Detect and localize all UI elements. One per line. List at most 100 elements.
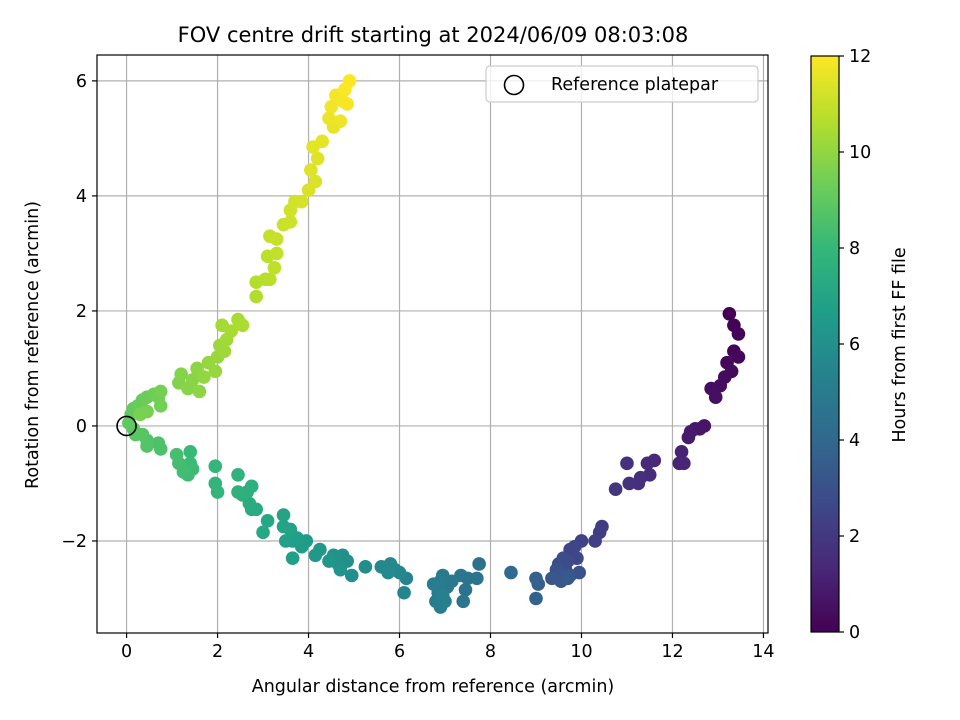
- data-point: [260, 514, 275, 528]
- data-point: [231, 485, 245, 499]
- colorbar-gradient: [811, 56, 839, 632]
- data-point: [435, 588, 450, 603]
- data-point: [276, 519, 291, 534]
- data-point: [504, 565, 518, 580]
- data-point: [235, 318, 250, 333]
- data-point: [185, 373, 200, 387]
- data-point: [731, 350, 746, 364]
- data-point: [458, 583, 473, 597]
- data-point: [708, 390, 723, 404]
- data-point: [456, 594, 471, 609]
- data-point: [322, 111, 336, 126]
- data-point: [531, 577, 546, 591]
- plot-background: [97, 55, 768, 633]
- data-point: [169, 447, 184, 462]
- legend: Reference platepar: [485, 65, 759, 103]
- data-point: [285, 551, 300, 566]
- colorbar-tick-label: 2: [849, 527, 860, 547]
- data-point: [677, 456, 691, 471]
- data-point: [588, 534, 602, 548]
- data-point: [472, 557, 486, 571]
- data-point: [381, 565, 395, 580]
- legend-entry-reference: Reference platepar: [551, 75, 719, 95]
- colorbar-tick-label: 6: [849, 335, 860, 355]
- reference-marker: [116, 415, 137, 437]
- data-point: [283, 214, 298, 229]
- colorbar-label: Hours from first FF file: [890, 247, 910, 442]
- data-point: [256, 525, 270, 540]
- y-tick-label: −2: [61, 532, 87, 552]
- data-point: [210, 485, 225, 499]
- data-point: [197, 370, 211, 384]
- data-point: [344, 568, 359, 583]
- colorbar: 0 2 4 6 8 10 12 Hours from first FF file: [810, 47, 910, 643]
- data-point: [640, 456, 655, 471]
- plot-area: [96, 54, 769, 634]
- data-point: [174, 367, 188, 381]
- x-tick-label: 10: [570, 642, 592, 662]
- x-axis-label: Angular distance from reference (arcmin): [252, 677, 615, 697]
- data-point: [342, 74, 357, 88]
- colorbar-tick-label: 12: [849, 47, 871, 67]
- data-point: [140, 439, 154, 453]
- colorbar-ticks: 0 2 4 6 8 10 12: [839, 47, 871, 643]
- data-point: [315, 134, 329, 149]
- data-point: [620, 456, 634, 471]
- y-tick-label: 6: [76, 72, 87, 92]
- y-axis: −2 0 2 4 6: [61, 72, 97, 552]
- plot-frame: [96, 54, 769, 634]
- data-point: [183, 445, 198, 459]
- legend-reference-marker: [503, 74, 525, 96]
- colorbar-tick-label: 10: [849, 143, 871, 163]
- chart-title: FOV centre drift starting at 2024/06/09 …: [178, 23, 689, 47]
- data-point: [249, 289, 264, 304]
- data-point: [322, 554, 336, 568]
- data-point: [276, 508, 291, 522]
- x-tick-label: 4: [303, 642, 314, 662]
- data-point: [333, 114, 348, 128]
- x-tick-label: 12: [661, 642, 683, 662]
- data-point: [304, 163, 318, 177]
- data-point: [224, 324, 238, 338]
- data-point: [722, 307, 737, 321]
- data-point: [153, 399, 168, 413]
- data-point: [340, 97, 355, 111]
- data-point: [231, 468, 245, 482]
- data-point: [294, 194, 309, 209]
- data-point: [681, 430, 696, 445]
- data-point: [426, 577, 441, 591]
- x-tick-label: 2: [212, 642, 223, 662]
- data-point: [153, 384, 168, 399]
- data-point: [151, 436, 166, 451]
- y-axis-label: Rotation from reference (arcmin): [23, 201, 43, 489]
- colorbar-tick-label: 0: [849, 623, 860, 643]
- data-point: [308, 174, 323, 189]
- data-point: [267, 260, 282, 275]
- colorbar-tick-label: 8: [849, 239, 860, 259]
- data-point: [397, 585, 411, 600]
- data-point: [358, 560, 373, 574]
- x-tick-label: 0: [121, 642, 132, 662]
- data-point: [622, 476, 637, 491]
- data-point: [674, 445, 689, 459]
- data-point: [333, 562, 348, 577]
- data-point: [561, 571, 575, 586]
- data-point: [263, 272, 277, 287]
- x-tick-label: 14: [752, 642, 774, 662]
- data-point: [310, 151, 325, 166]
- x-tick-label: 6: [394, 642, 405, 662]
- data-point: [278, 534, 293, 548]
- colorbar-tick-label: 4: [849, 431, 860, 451]
- data-point: [192, 384, 207, 399]
- data-point: [529, 591, 543, 606]
- data-point: [608, 482, 623, 497]
- y-tick-label: 0: [76, 417, 87, 437]
- data-point: [324, 99, 339, 114]
- data-point: [208, 459, 223, 474]
- y-tick-label: 2: [76, 302, 87, 322]
- data-point: [133, 407, 148, 422]
- data-point: [731, 327, 746, 341]
- legend-box: [485, 65, 759, 103]
- x-tick-label: 8: [485, 642, 496, 662]
